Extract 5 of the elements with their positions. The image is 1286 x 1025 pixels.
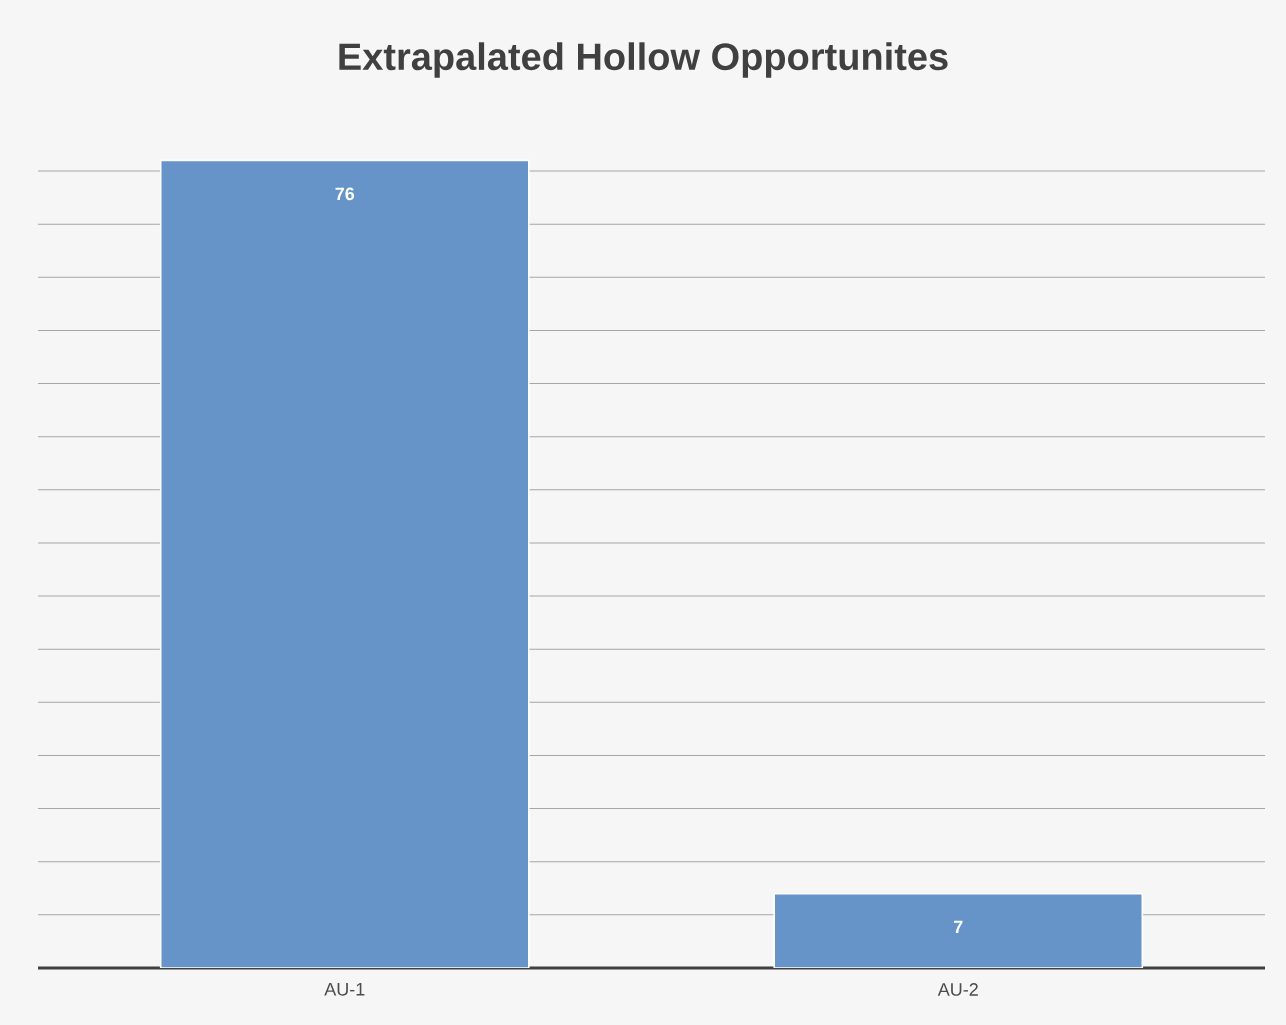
- x-tick-label: AU-2: [937, 983, 978, 996]
- data-label: 76: [335, 187, 355, 201]
- chart-title: Extrapalated Hollow Opportunites: [339, 42, 948, 78]
- data-label: 7: [954, 920, 963, 934]
- x-tick-label: AU-1: [324, 983, 365, 996]
